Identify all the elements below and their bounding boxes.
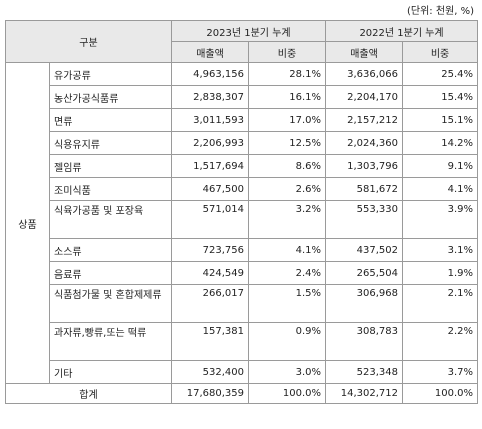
ratio-2023: 8.6%	[247, 154, 327, 178]
header-ratio-2023: 비중	[247, 41, 327, 63]
ratio-2023: 2.6%	[247, 177, 327, 201]
sales-2023: 424,549	[171, 261, 249, 285]
ratio-2023: 17.0%	[247, 108, 327, 132]
ratio-2022: 1.9%	[402, 261, 479, 285]
ratio-2023: 2.4%	[247, 261, 327, 285]
header-period-2022: 2022년 1분기 누계	[325, 20, 479, 42]
table-row: 기타 532,400 3.0% 523,348 3.7%	[6, 360, 479, 384]
product-name: 식육가공품 및 포장육	[49, 200, 172, 239]
ratio-2022: 9.1%	[402, 154, 479, 178]
product-name: 소스류	[49, 238, 172, 262]
ratio-2023: 3.0%	[247, 360, 327, 384]
sales-2022: 265,504	[325, 261, 404, 285]
sales-2022: 581,672	[325, 177, 404, 201]
group-label: 상품	[5, 62, 50, 384]
ratio-2022: 15.1%	[402, 108, 479, 132]
product-name: 식용유지류	[49, 131, 172, 155]
ratio-2022: 3.9%	[402, 200, 479, 239]
product-name: 음료류	[49, 261, 172, 285]
total-label: 합계	[5, 383, 172, 404]
sales-table: 구분 2023년 1분기 누계 2022년 1분기 누계 매출액 비중 매출액 …	[5, 20, 479, 404]
table-row: 소스류 723,756 4.1% 437,502 3.1%	[6, 238, 479, 262]
unit-note: (단위: 천원, %)	[406, 6, 474, 17]
ratio-2023: 28.1%	[247, 62, 327, 86]
ratio-2022: 25.4%	[402, 62, 479, 86]
sales-2023: 571,014	[171, 200, 249, 239]
sales-2022: 2,204,170	[325, 85, 404, 109]
sales-2022: 2,157,212	[325, 108, 404, 132]
table-row: 젤임류 1,517,694 8.6% 1,303,796 9.1%	[6, 154, 479, 178]
table-row: 식품첨가물 및 혼합제제류 266,017 1.5% 306,968 2.1%	[6, 284, 479, 323]
table-row: 과자류,빵류,또는 떡류 157,381 0.9% 308,783 2.2%	[6, 322, 479, 361]
total-ratio-2022: 100.0%	[402, 383, 479, 404]
sales-2023: 3,011,593	[171, 108, 249, 132]
sales-2022: 437,502	[325, 238, 404, 262]
ratio-2023: 0.9%	[247, 322, 327, 361]
ratio-2022: 14.2%	[402, 131, 479, 155]
product-name: 면류	[49, 108, 172, 132]
product-name: 과자류,빵류,또는 떡류	[49, 322, 172, 361]
sales-2023: 532,400	[171, 360, 249, 384]
ratio-2022: 2.1%	[402, 284, 479, 323]
header-sales-2023: 매출액	[171, 41, 249, 63]
sales-2022: 3,636,066	[325, 62, 404, 86]
header-period-2023: 2023년 1분기 누계	[170, 20, 327, 42]
ratio-2022: 15.4%	[402, 85, 479, 109]
product-name: 식품첨가물 및 혼합제제류	[49, 284, 172, 323]
ratio-2022: 3.7%	[402, 360, 479, 384]
header-category: 구분	[5, 20, 172, 63]
sales-2023: 467,500	[171, 177, 249, 201]
table-row: 농산가공식품류 2,838,307 16.1% 2,204,170 15.4%	[6, 85, 479, 109]
product-name: 농산가공식품류	[49, 85, 172, 109]
product-name: 젤임류	[49, 154, 172, 178]
ratio-2023: 12.5%	[247, 131, 327, 155]
total-sales-2023: 17,680,359	[171, 383, 249, 404]
ratio-2022: 4.1%	[402, 177, 479, 201]
product-name: 기타	[49, 360, 172, 384]
sales-2023: 157,381	[171, 322, 249, 361]
sales-2022: 523,348	[325, 360, 404, 384]
sales-2022: 308,783	[325, 322, 404, 361]
sales-2022: 2,024,360	[325, 131, 404, 155]
ratio-2022: 3.1%	[402, 238, 479, 262]
ratio-2023: 4.1%	[247, 238, 327, 262]
product-name: 조미식품	[49, 177, 172, 201]
ratio-2023: 1.5%	[247, 284, 327, 323]
ratio-2023: 16.1%	[247, 85, 327, 109]
sales-2022: 553,330	[325, 200, 404, 239]
total-ratio-2023: 100.0%	[247, 383, 327, 404]
table-row: 식용유지류 2,206,993 12.5% 2,024,360 14.2%	[6, 131, 479, 155]
sales-2023: 1,517,694	[171, 154, 249, 178]
table-row: 식육가공품 및 포장육 571,014 3.2% 553,330 3.9%	[6, 200, 479, 239]
header-ratio-2022: 비중	[402, 41, 479, 63]
table-row: 조미식품 467,500 2.6% 581,672 4.1%	[6, 177, 479, 201]
ratio-2023: 3.2%	[247, 200, 327, 239]
sales-2023: 4,963,156	[171, 62, 249, 86]
sales-2022: 1,303,796	[325, 154, 404, 178]
total-row: 합계 17,680,359 100.0% 14,302,712 100.0%	[5, 383, 479, 404]
table-row: 상품 유가공류 4,963,156 28.1% 3,636,066 25.4%	[5, 62, 479, 384]
table-row: 음료류 424,549 2.4% 265,504 1.9%	[6, 261, 479, 285]
sales-2023: 266,017	[171, 284, 249, 323]
table-row: 면류 3,011,593 17.0% 2,157,212 15.1%	[6, 108, 479, 132]
sales-2023: 723,756	[171, 238, 249, 262]
ratio-2022: 2.2%	[402, 322, 479, 361]
sales-2023: 2,838,307	[171, 85, 249, 109]
header-sales-2022: 매출액	[325, 41, 404, 63]
sales-2023: 2,206,993	[171, 131, 249, 155]
sales-2022: 306,968	[325, 284, 404, 323]
total-sales-2022: 14,302,712	[325, 383, 404, 404]
product-name: 유가공류	[49, 62, 172, 86]
